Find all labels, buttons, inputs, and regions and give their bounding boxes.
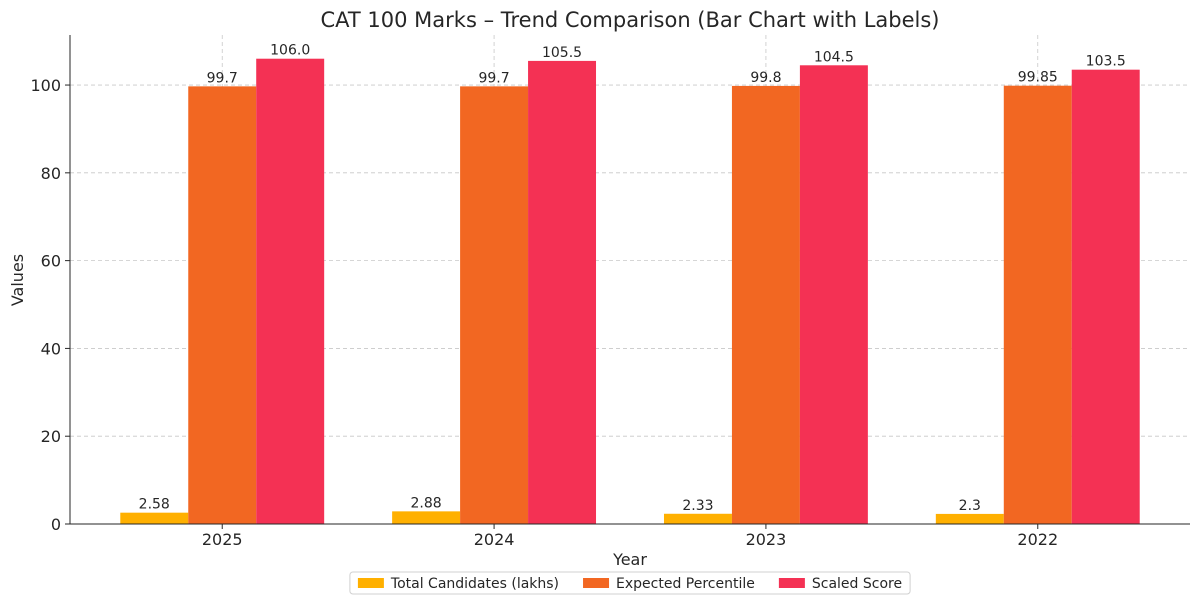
legend-swatch <box>357 578 384 588</box>
bar-total-candidates-lakhs- <box>120 512 189 524</box>
legend-box <box>349 571 911 595</box>
y-tick-label: 60 <box>41 252 61 271</box>
data-label: 2.88 <box>411 495 442 511</box>
data-label: 99.85 <box>1018 70 1058 86</box>
legend-entry: Total Candidates (lakhs) <box>390 576 559 592</box>
bar-expected-percentile <box>731 85 800 524</box>
bar-scaled-score <box>528 60 597 525</box>
legend-entry: Expected Percentile <box>616 576 755 592</box>
y-tick-label: 80 <box>41 164 61 183</box>
y-tick-label: 20 <box>41 427 61 446</box>
x-tick-label: 2024 <box>474 530 515 549</box>
legend-swatch <box>583 578 610 588</box>
bar-total-candidates-lakhs- <box>935 513 1004 524</box>
y-axis-label: Values <box>8 254 27 306</box>
bar-expected-percentile <box>1003 85 1072 524</box>
bar-scaled-score <box>799 65 868 525</box>
data-label: 2.33 <box>682 498 713 514</box>
x-tick-label: 2022 <box>1017 530 1058 549</box>
y-tick-label: 100 <box>30 76 61 95</box>
legend-swatch <box>778 578 805 588</box>
bar-total-candidates-lakhs- <box>392 511 461 524</box>
legend-entry: Scaled Score <box>812 576 902 592</box>
y-tick-label: 40 <box>41 339 61 358</box>
data-label: 99.8 <box>750 70 781 86</box>
data-label: 2.58 <box>139 497 170 513</box>
x-tick-label: 2025 <box>202 530 243 549</box>
bar-scaled-score <box>1071 69 1140 524</box>
x-axis-label: Year <box>612 550 647 569</box>
y-tick-label: 0 <box>51 515 61 534</box>
bar-total-candidates-lakhs- <box>663 513 732 524</box>
x-tick-label: 2023 <box>746 530 787 549</box>
data-label: 103.5 <box>1086 54 1126 70</box>
data-label: 2.3 <box>959 498 981 514</box>
data-label: 104.5 <box>814 49 854 65</box>
data-label: 99.7 <box>478 70 509 86</box>
bar-expected-percentile <box>460 86 529 525</box>
data-label: 106.0 <box>270 43 310 59</box>
chart-title: CAT 100 Marks – Trend Comparison (Bar Ch… <box>321 8 940 32</box>
data-label: 105.5 <box>542 45 582 61</box>
bar-scaled-score <box>256 58 325 525</box>
data-label: 99.7 <box>207 70 238 86</box>
bar-expected-percentile <box>188 86 257 525</box>
